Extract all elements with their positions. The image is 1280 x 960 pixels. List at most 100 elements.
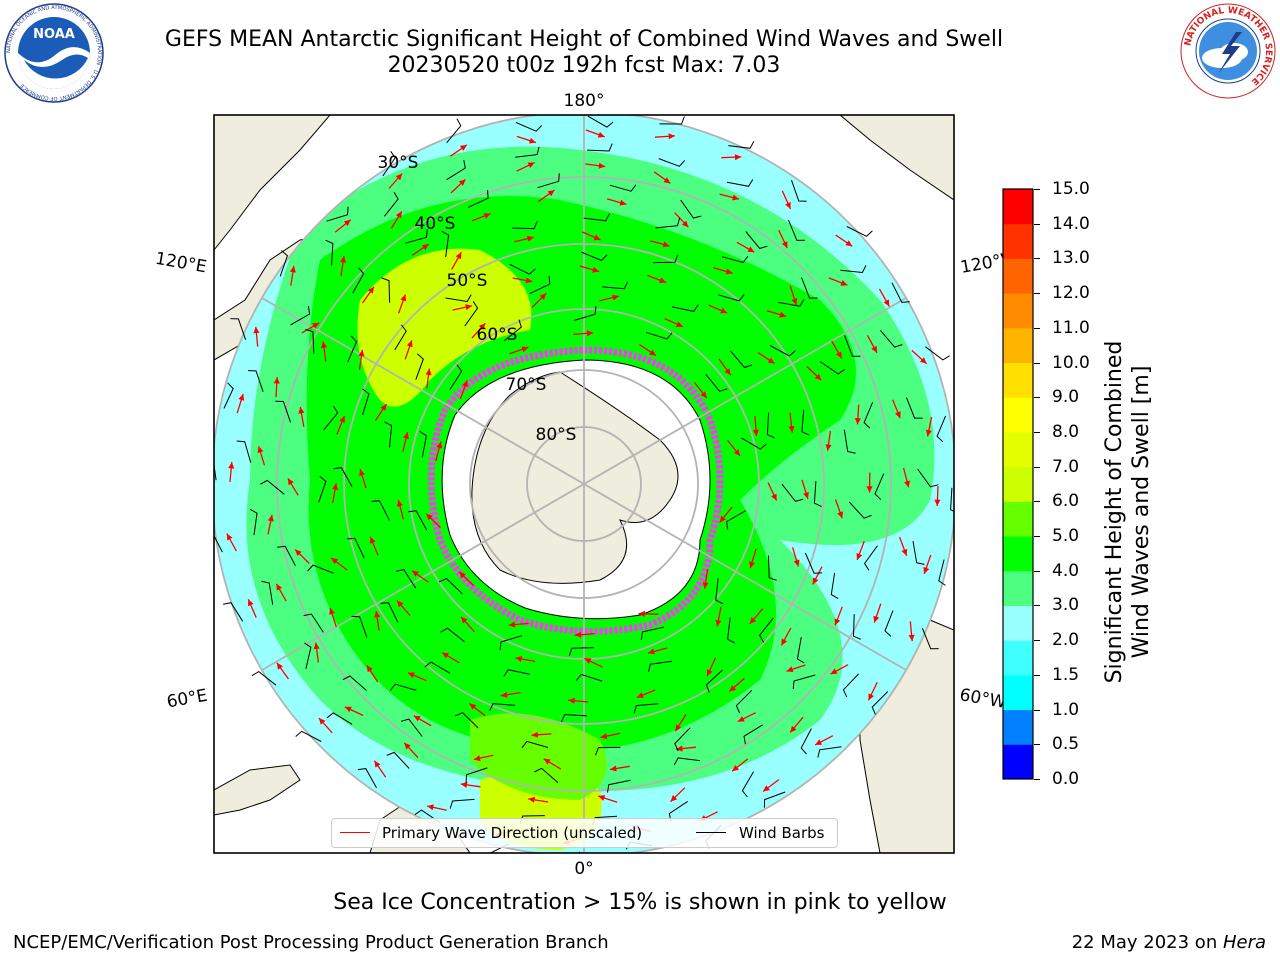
colorbar-segment <box>1003 397 1033 433</box>
wind-barb <box>449 798 475 809</box>
wave-arrow-head <box>313 642 320 650</box>
wave-arrow-head <box>871 345 877 353</box>
wave-arrow-head <box>407 672 415 679</box>
wave-band-peak <box>357 248 532 407</box>
wave-arrow-head <box>543 758 551 765</box>
colorbar-tick-label: 4.0 <box>1052 560 1080 581</box>
wave-arrow-head <box>458 179 466 186</box>
wave-arrow-head <box>539 293 547 300</box>
wave-direction-arrows <box>226 129 941 845</box>
wind-barb <box>655 217 681 229</box>
wind-barb <box>405 229 428 244</box>
wind-barb <box>817 746 842 758</box>
wind-barb <box>395 569 417 589</box>
wave-arrow-head <box>397 499 403 507</box>
wind-barb <box>449 364 463 390</box>
wind-barb <box>509 263 536 275</box>
wind-barb <box>346 537 365 559</box>
wind-barb <box>743 724 763 745</box>
colorbar-tick-label: 7.0 <box>1052 456 1080 477</box>
colorbar-tick-mark <box>1034 640 1040 642</box>
wind-barb <box>763 791 786 808</box>
colorbar-label-line1: Significant Height of Combined <box>1102 340 1127 684</box>
wind-barb <box>408 510 428 531</box>
wave-arrow-head <box>866 486 873 493</box>
wave-arrow-head <box>525 277 533 284</box>
wind-barb <box>512 221 538 230</box>
wind-barb <box>673 757 700 766</box>
colorbar-segment <box>1003 293 1033 329</box>
wind-barb <box>230 318 247 340</box>
colorbar-tick-mark <box>1034 431 1040 433</box>
wave-arrow-head <box>500 691 508 698</box>
colorbar-tick-label: 1.0 <box>1052 699 1080 720</box>
wave-arrow-head <box>729 685 737 692</box>
wave-arrow-head <box>856 553 863 560</box>
wind-barb <box>382 151 396 177</box>
wind-barbs <box>214 115 954 853</box>
colorbar-tick-mark <box>1034 536 1040 538</box>
wave-arrow-head <box>786 666 794 673</box>
wave-arrow-head <box>584 658 592 664</box>
wave-arrow-head <box>395 173 403 181</box>
wave-arrow-head <box>934 499 941 506</box>
wind-barb <box>223 602 244 622</box>
wind-barb <box>595 746 621 756</box>
wave-arrow-head <box>767 357 775 364</box>
wind-barb <box>223 382 234 409</box>
wind-barb <box>768 555 777 581</box>
wind-barb <box>323 405 339 431</box>
wave-arrow-head <box>426 513 433 521</box>
wave-arrow-head <box>462 380 468 388</box>
wind-barb <box>333 467 353 488</box>
wave-arrow-head <box>425 368 432 376</box>
colorbar-segment <box>1003 536 1033 572</box>
wave-arrow-head <box>834 618 841 626</box>
colorbar-segment <box>1003 327 1033 364</box>
lon-label-60w: 60°W <box>958 685 1008 713</box>
wave-arrow-head <box>574 631 582 638</box>
wind-barb <box>848 501 872 519</box>
colorbar-tick-label: 12.0 <box>1052 283 1090 304</box>
wind-barb <box>247 370 264 392</box>
wave-arrow-head <box>267 514 274 522</box>
wave-arrow-head <box>883 299 890 307</box>
wave-arrow-head <box>329 607 335 615</box>
wave-arrow-head <box>749 561 755 569</box>
wave-arrow-head <box>359 469 365 476</box>
wind-barb <box>503 669 530 677</box>
lon-label-180: 180° <box>564 91 605 111</box>
wave-arrow-head <box>465 304 472 311</box>
wave-arrow-head <box>676 745 683 752</box>
wind-barb <box>792 674 816 690</box>
wind-barb <box>445 294 472 303</box>
wind-barb <box>801 277 818 299</box>
lat-label-60s: 60°S <box>477 325 518 345</box>
wave-arrow-head <box>478 323 486 330</box>
colorbar-segment <box>1003 640 1033 676</box>
wind-barb <box>394 324 407 351</box>
colorbar-segment <box>1003 501 1033 537</box>
lat-label-80s: 80°S <box>536 425 577 445</box>
wave-arrow-head <box>619 199 627 206</box>
wave-direction-legend-label: Primary Wave Direction (unscaled) <box>382 824 643 842</box>
map-legend: Primary Wave Direction (unscaled) Wind B… <box>331 818 838 848</box>
wind-barb <box>515 146 540 158</box>
wind-barb <box>640 626 665 640</box>
wind-barb <box>454 712 479 729</box>
wave-arrow-head <box>836 351 842 359</box>
wind-barb <box>347 335 358 363</box>
wind-barb <box>251 670 277 686</box>
wave-arrow-head <box>752 429 759 437</box>
wind-barb <box>924 346 950 361</box>
wind-barb <box>727 617 735 644</box>
wave-arrow-head <box>662 241 670 248</box>
wind-barb <box>950 487 954 512</box>
colorbar-tick-mark <box>1034 605 1040 607</box>
wind-barb <box>249 508 258 536</box>
colorbar-tick-mark <box>1034 779 1040 780</box>
wave-arrow-head <box>700 391 707 399</box>
wind-barb <box>830 572 839 600</box>
colorbar-tick-mark <box>1034 570 1040 572</box>
wind-barbs-legend-swatch <box>696 832 726 833</box>
